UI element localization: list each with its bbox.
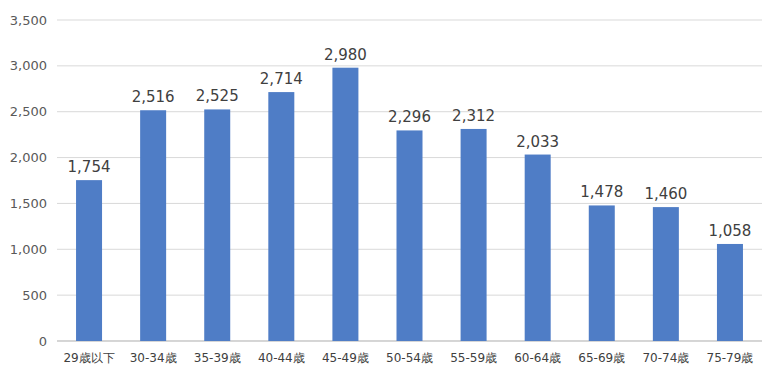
bar	[461, 129, 487, 341]
bar	[397, 130, 423, 341]
bar	[589, 205, 615, 341]
grid-line	[57, 65, 762, 66]
bar	[525, 155, 551, 341]
y-tick-label: 1,500	[10, 196, 47, 211]
data-label: 2,516	[132, 88, 175, 106]
bar	[140, 110, 166, 341]
x-tick-label: 35-39歳	[194, 351, 241, 365]
chart: 0 500 1,000 1,500 2,000 2,500 3,000 3,500 1,754 2…	[0, 0, 770, 376]
data-label: 2,033	[516, 133, 559, 151]
bar	[204, 109, 230, 341]
data-label: 2,296	[388, 108, 431, 126]
x-tick-label: 75-79歳	[707, 351, 754, 365]
y-tick-label: 0	[39, 334, 47, 349]
y-tick-label: 1,000	[10, 242, 47, 257]
y-tick-label: 2,000	[10, 150, 47, 165]
y-tick-label: 3,000	[10, 58, 47, 73]
bar	[717, 244, 743, 341]
grid-line	[57, 20, 762, 21]
data-label: 2,312	[452, 107, 495, 125]
data-label: 1,754	[68, 158, 111, 176]
x-tick-label: 50-54歳	[386, 351, 433, 365]
bar	[653, 207, 679, 341]
bar	[76, 180, 102, 341]
x-tick-label: 40-44歳	[258, 351, 305, 365]
x-tick-label: 45-49歳	[322, 351, 369, 365]
data-label: 1,460	[644, 185, 687, 203]
data-label: 2,525	[196, 87, 239, 105]
y-tick-label: 500	[22, 288, 47, 303]
bar	[332, 68, 358, 341]
x-tick-label: 70-74歳	[642, 351, 689, 365]
x-tick-label: 55-59歳	[450, 351, 497, 365]
y-tick-label: 3,500	[10, 13, 47, 28]
bar	[268, 92, 294, 341]
data-label: 2,714	[260, 70, 303, 88]
bars	[76, 68, 743, 341]
y-tick-label: 2,500	[10, 104, 47, 119]
x-tick-label: 65-69歳	[578, 351, 625, 365]
x-tick-label: 29歳以下	[63, 351, 114, 365]
x-tick-label: 30-34歳	[130, 351, 177, 365]
data-label: 1,058	[708, 222, 751, 240]
data-label: 2,980	[324, 46, 367, 64]
x-tick-label: 60-64歳	[514, 351, 561, 365]
data-label: 1,478	[580, 183, 623, 201]
